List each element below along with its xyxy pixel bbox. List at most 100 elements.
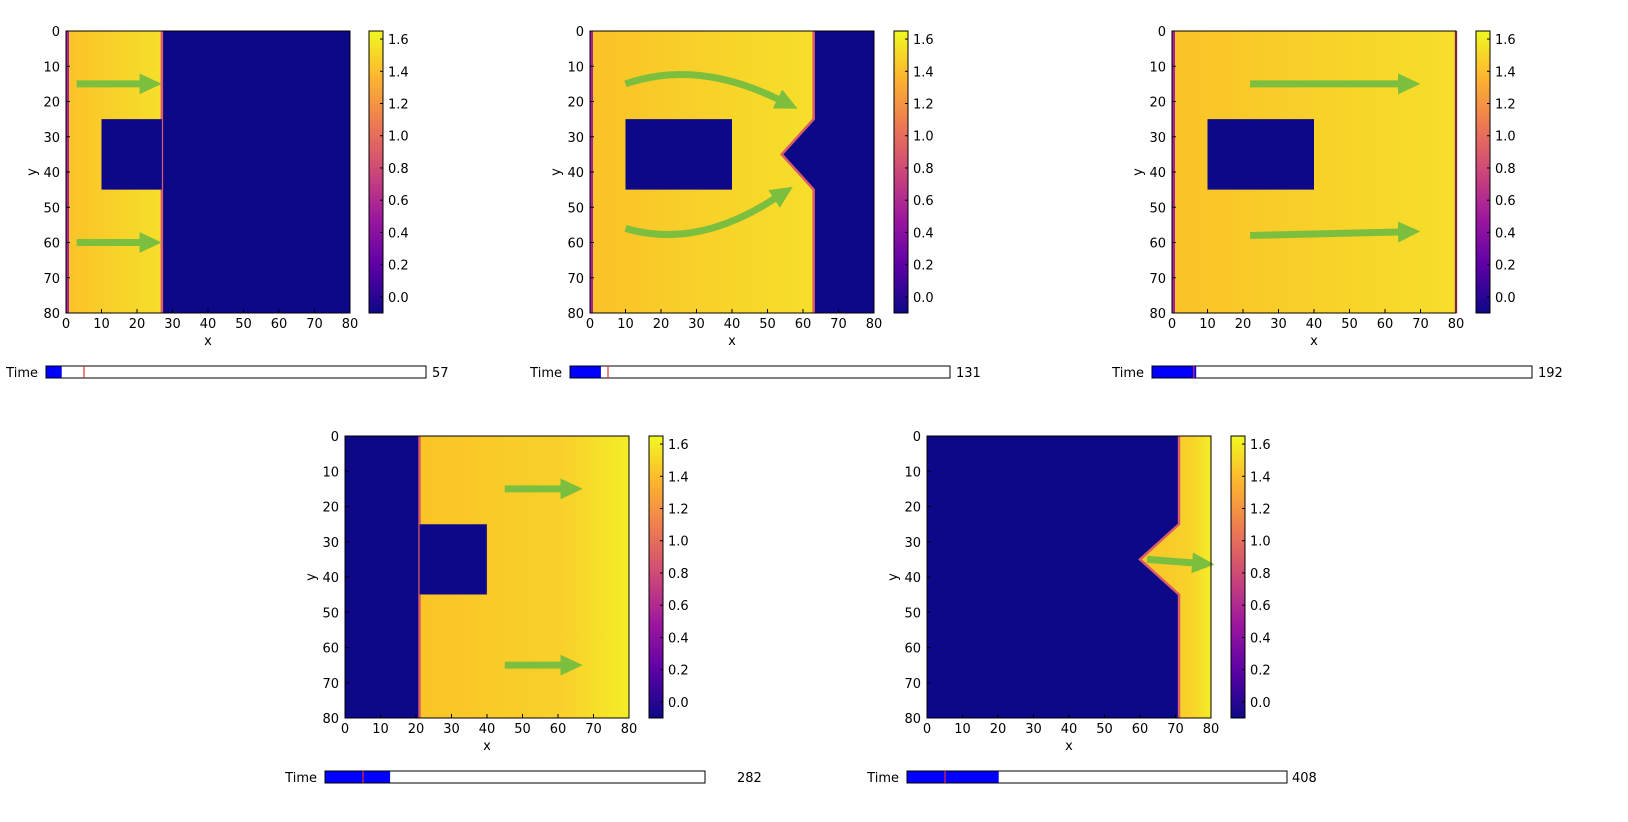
x-tick-label: 70 — [1167, 722, 1184, 737]
y-tick-label: 60 — [322, 642, 339, 657]
y-tick-label: 70 — [1149, 272, 1166, 287]
time-slider-label: Time — [1111, 366, 1144, 381]
x-tick-label: 60 — [271, 317, 288, 332]
x-tick-label: 0 — [586, 317, 594, 332]
x-tick-label: 40 — [479, 722, 496, 737]
time-slider-fill — [1152, 366, 1197, 378]
y-tick-label: 20 — [904, 501, 921, 516]
colorbar-tick-label: 1.4 — [1495, 65, 1516, 80]
x-tick-label: 10 — [1199, 317, 1216, 332]
time-value: 131 — [956, 366, 981, 381]
x-tick-label: 70 — [1412, 317, 1429, 332]
colorbar-tick-label: 0.2 — [1250, 664, 1271, 679]
y-tick-label: 30 — [904, 536, 921, 551]
x-axis-label: x — [1310, 334, 1318, 349]
colorbar-tick-label: 1.0 — [913, 130, 934, 145]
y-tick-label: 80 — [43, 307, 60, 322]
x-tick-label: 80 — [866, 317, 883, 332]
y-tick-label: 30 — [567, 131, 584, 146]
panel-1: 0 10 20 30 40 50 60 70 8001020304050607080xy1.61… — [5, 25, 448, 381]
y-tick-label: 20 — [322, 501, 339, 516]
x-tick-label: 60 — [795, 317, 812, 332]
colorbar-tick-label: 0.8 — [1250, 567, 1271, 582]
colorbar-tick-label: 1.2 — [388, 98, 409, 113]
colorbar-tick-label: 0.8 — [668, 567, 689, 582]
x-tick-label: 10 — [617, 317, 634, 332]
colorbar — [648, 435, 664, 719]
x-tick-label: 30 — [164, 317, 181, 332]
x-tick-label: 20 — [129, 317, 146, 332]
flow-arrow — [1146, 552, 1215, 574]
y-tick-label: 50 — [1149, 201, 1166, 216]
colorbar-tick-label: 1.2 — [668, 503, 689, 518]
colorbar — [893, 30, 909, 314]
y-axis-label: y — [304, 573, 319, 581]
x-tick-label: 0 — [1168, 317, 1176, 332]
colorbar-tick-label: 1.0 — [668, 535, 689, 550]
x-tick-label: 40 — [1306, 317, 1323, 332]
time-slider-fill — [46, 366, 62, 378]
obstacle-block — [101, 119, 162, 190]
x-tick-label: 30 — [1025, 722, 1042, 737]
y-tick-label: 60 — [1149, 237, 1166, 252]
time-value: 282 — [737, 771, 762, 786]
x-tick-label: 70 — [830, 317, 847, 332]
fluid-region — [1140, 436, 1211, 718]
y-tick-label: 40 — [43, 166, 60, 181]
y-axis-label: y — [549, 168, 564, 176]
colorbar-tick-label: 1.4 — [668, 470, 689, 485]
x-tick-label: 20 — [1235, 317, 1252, 332]
x-tick-label: 0 — [341, 722, 349, 737]
y-tick-label: 60 — [43, 237, 60, 252]
time-slider-fill — [325, 771, 391, 783]
x-tick-label: 80 — [342, 317, 359, 332]
wave-front — [1138, 436, 1181, 718]
colorbar — [368, 30, 384, 314]
colorbar-tick-label: 0.6 — [1250, 599, 1271, 614]
time-slider-track — [569, 365, 951, 379]
panel-5: 0 10 20 30 40 50 60 70 8001020304050607080xy1.61… — [866, 430, 1317, 786]
panel-2: 0 10 20 30 40 50 60 70 8001020304050607080xy1.61… — [529, 25, 981, 381]
panel-4: 0 10 20 30 40 50 60 70 8001020304050607080xy1.61… — [284, 430, 762, 786]
y-tick-label: 30 — [1149, 131, 1166, 146]
y-tick-label: 60 — [567, 237, 584, 252]
time-value: 57 — [432, 366, 449, 381]
colorbar-tick-label: 1.6 — [1250, 438, 1271, 453]
x-tick-label: 10 — [93, 317, 110, 332]
y-tick-label: 20 — [567, 96, 584, 111]
obstacle-block — [625, 119, 732, 190]
colorbar-tick-label: 0.8 — [913, 162, 934, 177]
panel-3: 0 10 20 30 40 50 60 70 8001020304050607080xy1.61… — [1111, 25, 1563, 381]
y-tick-label: 70 — [322, 677, 339, 692]
y-tick-label: 10 — [904, 465, 921, 480]
x-tick-label: 70 — [585, 722, 602, 737]
colorbar-tick-label: 0.6 — [1495, 194, 1516, 209]
colorbar-tick-label: 0.0 — [1495, 291, 1516, 306]
time-slider-track — [906, 770, 1288, 784]
y-tick-label: 30 — [322, 536, 339, 551]
y-tick-label: 50 — [567, 201, 584, 216]
x-tick-label: 20 — [990, 722, 1007, 737]
x-axis-label: x — [483, 739, 491, 754]
x-axis-label: x — [728, 334, 736, 349]
time-slider-track — [324, 770, 706, 784]
flow-arrow — [624, 186, 793, 239]
time-slider-fill — [570, 366, 601, 378]
y-tick-label: 80 — [322, 712, 339, 727]
x-tick-label: 20 — [653, 317, 670, 332]
colorbar-tick-label: 0.4 — [388, 226, 409, 241]
colorbar-tick-label: 1.4 — [913, 65, 934, 80]
y-tick-label: 10 — [322, 465, 339, 480]
colorbar-tick-label: 0.2 — [913, 259, 934, 274]
y-tick-label: 50 — [43, 201, 60, 216]
colorbar-tick-label: 0.2 — [388, 259, 409, 274]
y-tick-label: 20 — [1149, 96, 1166, 111]
y-tick-label: 80 — [1149, 307, 1166, 322]
y-tick-label: 20 — [43, 96, 60, 111]
x-tick-label: 50 — [1341, 317, 1358, 332]
y-tick-label: 0 — [1158, 25, 1166, 40]
x-tick-label: 0 — [62, 317, 70, 332]
x-tick-label: 50 — [514, 722, 531, 737]
y-axis-label: y — [25, 168, 40, 176]
